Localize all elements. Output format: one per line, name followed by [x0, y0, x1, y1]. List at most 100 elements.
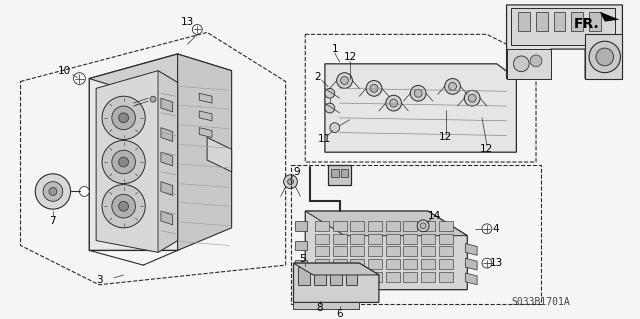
- Polygon shape: [465, 258, 477, 270]
- Circle shape: [366, 80, 382, 96]
- Circle shape: [420, 223, 426, 229]
- Bar: [421, 247, 435, 256]
- Circle shape: [118, 157, 129, 167]
- Text: 12: 12: [439, 132, 452, 143]
- Bar: [421, 221, 435, 231]
- Circle shape: [370, 85, 378, 92]
- Circle shape: [325, 88, 335, 98]
- Polygon shape: [305, 211, 467, 236]
- Polygon shape: [294, 263, 379, 302]
- Circle shape: [35, 174, 70, 209]
- Bar: [421, 272, 435, 282]
- Bar: [572, 12, 583, 31]
- Bar: [439, 272, 452, 282]
- Text: 13: 13: [181, 17, 194, 26]
- Bar: [333, 259, 346, 269]
- Bar: [511, 8, 614, 45]
- Circle shape: [414, 89, 422, 97]
- Text: 11: 11: [318, 134, 332, 145]
- Polygon shape: [161, 128, 173, 141]
- Bar: [351, 247, 364, 256]
- Circle shape: [43, 182, 63, 201]
- Circle shape: [118, 201, 129, 211]
- Circle shape: [468, 94, 476, 102]
- Bar: [333, 247, 346, 256]
- Text: 12: 12: [344, 52, 357, 62]
- Polygon shape: [325, 64, 516, 152]
- Bar: [518, 12, 530, 31]
- Circle shape: [112, 106, 136, 130]
- Circle shape: [330, 123, 340, 133]
- Bar: [351, 272, 364, 282]
- Circle shape: [410, 85, 426, 101]
- Circle shape: [386, 95, 401, 111]
- Circle shape: [482, 224, 492, 234]
- Polygon shape: [585, 34, 623, 78]
- Polygon shape: [294, 263, 379, 275]
- Text: 4: 4: [492, 224, 499, 234]
- Bar: [351, 234, 364, 243]
- Text: 14: 14: [428, 211, 442, 221]
- Bar: [333, 221, 346, 231]
- Text: 5: 5: [299, 254, 306, 264]
- Bar: [333, 272, 346, 282]
- Polygon shape: [296, 280, 307, 290]
- Circle shape: [287, 179, 294, 185]
- Polygon shape: [199, 93, 212, 103]
- Bar: [403, 234, 417, 243]
- Bar: [421, 234, 435, 243]
- Bar: [368, 272, 382, 282]
- Bar: [403, 247, 417, 256]
- Bar: [346, 267, 357, 285]
- Circle shape: [79, 187, 89, 197]
- Polygon shape: [294, 302, 359, 309]
- Circle shape: [482, 258, 492, 268]
- Polygon shape: [96, 71, 178, 252]
- Polygon shape: [161, 98, 173, 112]
- Circle shape: [102, 140, 145, 184]
- Circle shape: [589, 41, 620, 73]
- Circle shape: [513, 56, 529, 72]
- Text: 2: 2: [315, 71, 321, 82]
- Text: 6: 6: [337, 309, 343, 319]
- Bar: [315, 234, 329, 243]
- Bar: [554, 12, 566, 31]
- Polygon shape: [465, 243, 477, 255]
- Bar: [368, 247, 382, 256]
- Polygon shape: [207, 137, 232, 172]
- Circle shape: [390, 99, 397, 107]
- Bar: [368, 221, 382, 231]
- Bar: [351, 221, 364, 231]
- Circle shape: [150, 96, 156, 102]
- Circle shape: [102, 185, 145, 228]
- Bar: [439, 247, 452, 256]
- Bar: [315, 221, 329, 231]
- Polygon shape: [161, 182, 173, 196]
- Bar: [386, 259, 399, 269]
- Bar: [421, 259, 435, 269]
- Bar: [403, 272, 417, 282]
- Bar: [386, 272, 399, 282]
- Polygon shape: [161, 152, 173, 166]
- Polygon shape: [305, 211, 467, 290]
- Circle shape: [449, 83, 456, 90]
- Polygon shape: [296, 221, 307, 231]
- Polygon shape: [507, 49, 551, 78]
- Polygon shape: [296, 260, 307, 270]
- Bar: [386, 221, 399, 231]
- Circle shape: [284, 175, 298, 189]
- Bar: [315, 259, 329, 269]
- Text: 1: 1: [332, 44, 338, 54]
- Circle shape: [596, 48, 614, 66]
- Circle shape: [445, 78, 460, 94]
- Circle shape: [325, 103, 335, 113]
- Polygon shape: [465, 273, 477, 285]
- Circle shape: [118, 113, 129, 123]
- Text: 12: 12: [480, 144, 493, 154]
- Circle shape: [112, 194, 136, 218]
- Bar: [330, 267, 342, 285]
- Text: S033B1701A: S033B1701A: [511, 297, 570, 308]
- Bar: [328, 165, 351, 185]
- Bar: [386, 234, 399, 243]
- Bar: [333, 234, 346, 243]
